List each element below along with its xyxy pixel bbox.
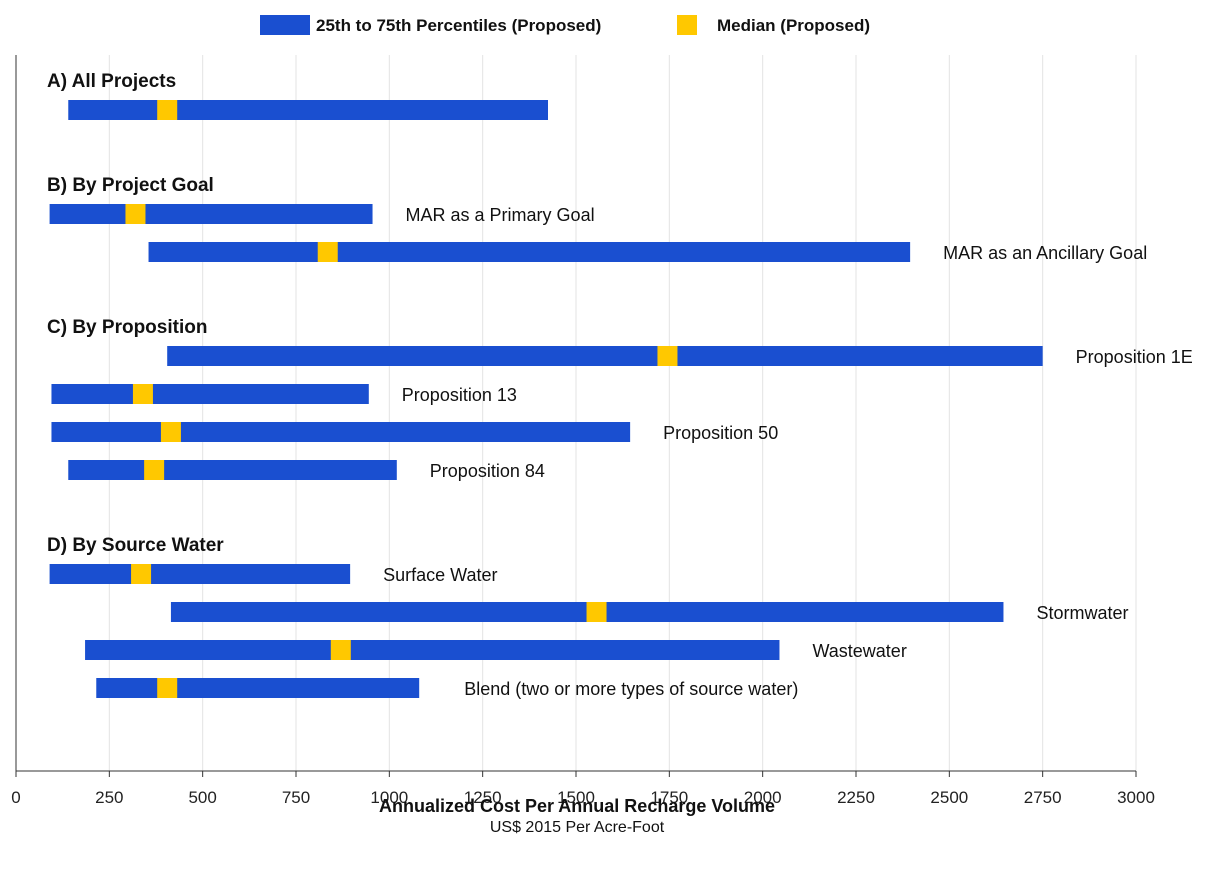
x-tick-label: 750 bbox=[282, 788, 310, 807]
median-marker bbox=[125, 204, 146, 224]
legend-iqr-label: 25th to 75th Percentiles (Proposed) bbox=[316, 16, 601, 35]
legend-median-label: Median (Proposed) bbox=[717, 16, 870, 35]
iqr-bar bbox=[148, 242, 911, 262]
bar-label: Proposition 84 bbox=[430, 461, 545, 481]
median-marker bbox=[157, 100, 178, 120]
legend: 25th to 75th Percentiles (Proposed) Medi… bbox=[260, 15, 870, 35]
median-marker bbox=[586, 602, 607, 622]
bar-label: Stormwater bbox=[1036, 603, 1128, 623]
x-tick-label: 500 bbox=[188, 788, 216, 807]
iqr-bar bbox=[68, 100, 549, 120]
iqr-bar bbox=[96, 678, 420, 698]
bar-label: MAR as an Ancillary Goal bbox=[943, 243, 1147, 263]
gridlines bbox=[108, 55, 1137, 771]
median-marker bbox=[160, 422, 181, 442]
x-tick-label: 2000 bbox=[744, 788, 782, 807]
bar-label: Surface Water bbox=[383, 565, 497, 585]
legend-iqr-swatch bbox=[260, 15, 310, 35]
bar-label: Wastewater bbox=[812, 641, 906, 661]
group-label: A) All Projects bbox=[47, 71, 176, 92]
x-tick-label: 1500 bbox=[557, 788, 595, 807]
iqr-bar bbox=[51, 422, 631, 442]
bar-label: Proposition 50 bbox=[663, 423, 778, 443]
legend-median-swatch bbox=[677, 15, 697, 35]
x-axis-subtitle: US$ 2015 Per Acre-Foot bbox=[490, 819, 665, 836]
x-tick-label: 1000 bbox=[370, 788, 408, 807]
bar-label: Blend (two or more types of source water… bbox=[464, 679, 798, 699]
median-marker bbox=[157, 678, 178, 698]
group-label: D) By Source Water bbox=[47, 535, 224, 556]
labels-layer: A) All Projects B) By Project Goal MAR as … bbox=[47, 71, 1193, 699]
iqr-bar bbox=[68, 460, 397, 480]
median-marker bbox=[131, 564, 152, 584]
x-tick-label: 1250 bbox=[464, 788, 502, 807]
iqr-bar bbox=[49, 204, 373, 224]
group-label: B) By Project Goal bbox=[47, 175, 214, 196]
x-tick-label: 3000 bbox=[1117, 788, 1155, 807]
group-label: C) By Proposition bbox=[47, 317, 207, 338]
axes: 0 250 500 750 1000 1250 1500 1750 2000 2250 2500 27… bbox=[11, 55, 1155, 807]
iqr-bar bbox=[167, 346, 1043, 366]
x-tick-label: 2750 bbox=[1024, 788, 1062, 807]
bar-label: Proposition 13 bbox=[402, 385, 517, 405]
x-tick-label: 2500 bbox=[930, 788, 968, 807]
median-marker bbox=[132, 384, 153, 404]
median-marker bbox=[657, 346, 678, 366]
iqr-bar bbox=[51, 384, 369, 404]
x-tick-label: 250 bbox=[95, 788, 123, 807]
median-marker bbox=[144, 460, 165, 480]
iqr-bar bbox=[85, 640, 780, 660]
median-marker bbox=[317, 242, 338, 262]
x-axis-title: Annualized Cost Per Annual Recharge Volu… bbox=[379, 796, 775, 816]
x-tick-label: 1750 bbox=[650, 788, 688, 807]
x-tick-label: 0 bbox=[11, 788, 20, 807]
bars-layer bbox=[49, 100, 1043, 698]
bar-label: MAR as a Primary Goal bbox=[406, 205, 595, 225]
median-marker bbox=[330, 640, 351, 660]
x-tick-label: 2250 bbox=[837, 788, 875, 807]
iqr-bar bbox=[49, 564, 351, 584]
bar-label: Proposition 1E bbox=[1076, 347, 1193, 367]
